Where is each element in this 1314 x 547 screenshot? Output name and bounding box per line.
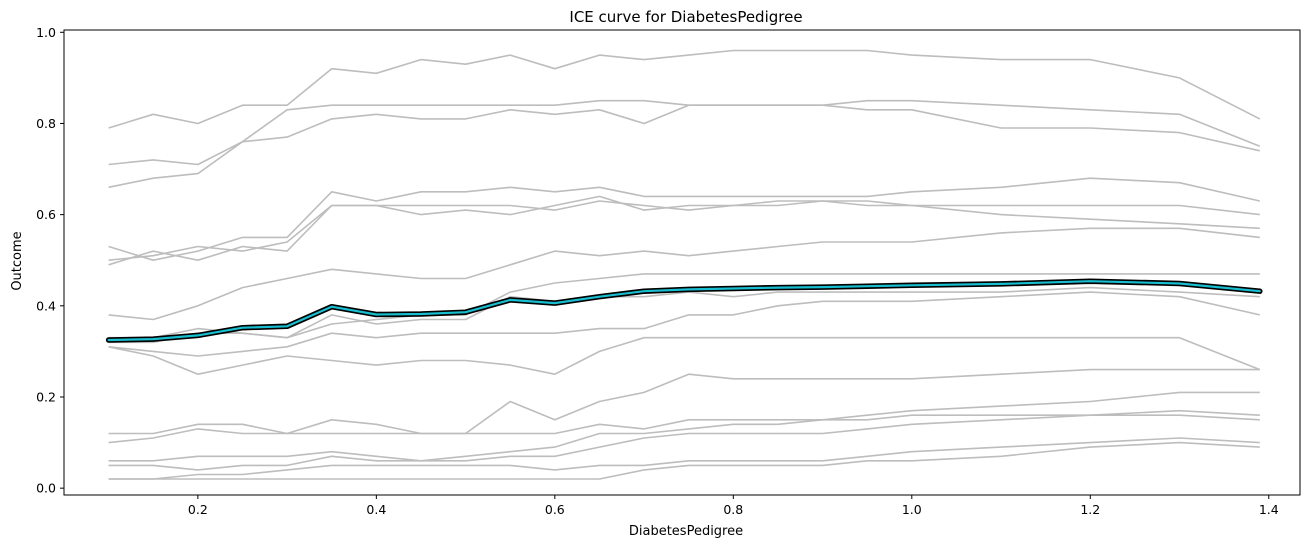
x-axis-ticks: 0.2 0.4 0.6 0.8 1.0 1.2 1.4 bbox=[188, 495, 1279, 517]
ice-curve-6 bbox=[108, 195, 1260, 266]
ice-curve-5 bbox=[108, 200, 1260, 261]
y-axis-label: Outcome bbox=[10, 231, 25, 290]
y-tick-label: 0.4 bbox=[36, 298, 56, 313]
chart-title: ICE curve for DiabetesPedigree bbox=[569, 8, 802, 26]
ice-curve-17 bbox=[108, 441, 1260, 480]
x-tick-label: 0.8 bbox=[723, 502, 743, 517]
axes-frame bbox=[63, 29, 1301, 496]
x-tick-label: 1.0 bbox=[902, 502, 922, 517]
mean-curve bbox=[107, 280, 1261, 342]
ice-curve-4 bbox=[108, 177, 1260, 262]
ice-curve-9 bbox=[108, 286, 1260, 344]
ice-curve-14 bbox=[108, 409, 1260, 462]
y-tick-label: 0.8 bbox=[36, 116, 56, 131]
y-tick-label: 0.0 bbox=[36, 481, 56, 496]
ice-curve-15 bbox=[108, 414, 1260, 471]
x-tick-label: 1.2 bbox=[1080, 502, 1100, 517]
mean-curve-group bbox=[105, 278, 1263, 343]
x-tick-label: 0.4 bbox=[366, 502, 386, 517]
ice-curve-10 bbox=[108, 291, 1260, 357]
y-axis-ticks: 0.0 0.2 0.4 0.6 0.8 1.0 bbox=[36, 25, 64, 496]
x-tick-label: 1.4 bbox=[1259, 502, 1279, 517]
y-tick-label: 0.6 bbox=[36, 207, 56, 222]
ice-curve-12 bbox=[108, 368, 1260, 435]
x-tick-label: 0.6 bbox=[545, 502, 565, 517]
ice-curve-3 bbox=[108, 104, 1260, 189]
plot-area bbox=[63, 29, 1301, 496]
x-axis-label: DiabetesPedigree bbox=[629, 524, 743, 539]
x-tick-label: 0.2 bbox=[188, 502, 208, 517]
y-tick-label: 1.0 bbox=[36, 25, 56, 40]
y-tick-label: 0.2 bbox=[36, 389, 56, 404]
ice-curve-7 bbox=[108, 227, 1260, 321]
ice-curve-16 bbox=[108, 437, 1260, 480]
ice-curve-11 bbox=[108, 336, 1261, 376]
ice-curve-2 bbox=[108, 99, 1261, 166]
ice-curves-group bbox=[108, 49, 1261, 480]
ice-curve-1 bbox=[108, 49, 1261, 129]
ice-curve-13 bbox=[108, 391, 1260, 444]
